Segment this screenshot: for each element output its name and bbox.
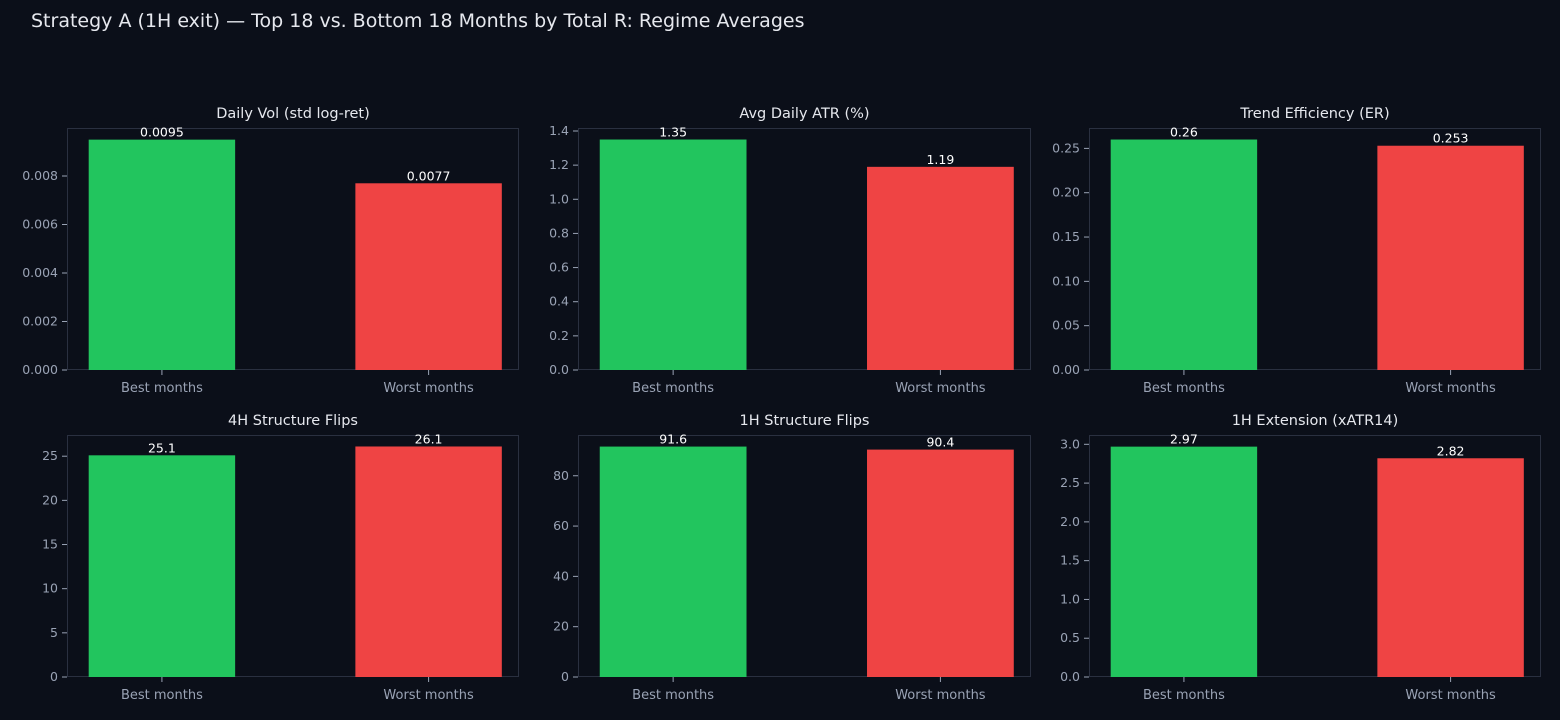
panel-title: 4H Structure Flips <box>228 413 358 429</box>
y-tick-label: 0.5 <box>1060 630 1080 645</box>
bar-worst-months <box>1377 458 1524 677</box>
plot-frame <box>67 128 519 370</box>
y-tick-label: 0.05 <box>1052 318 1080 333</box>
plot-frame <box>1089 128 1541 370</box>
bar-value-label: 1.19 <box>926 152 954 167</box>
plot-frame <box>1089 435 1541 677</box>
y-tick-label: 1.5 <box>1060 553 1080 568</box>
y-tick-label: 0.004 <box>22 265 58 280</box>
y-tick-label: 10 <box>42 581 58 596</box>
chart-panel-4: 4H Structure Flips 0 5 10 15 20 25 25.1 Best mon… <box>42 413 519 703</box>
panel-title: Daily Vol (std log-ret) <box>216 106 370 122</box>
y-tick-label: 20 <box>42 492 58 507</box>
y-tick-label: 2.5 <box>1060 475 1080 490</box>
y-tick-label: 15 <box>42 537 58 552</box>
y-tick-label: 2.0 <box>1060 514 1080 529</box>
bar-best-months <box>88 455 236 677</box>
bar-value-label: 0.26 <box>1170 125 1198 140</box>
y-tick-label: 0 <box>50 669 58 684</box>
bar-best-months <box>599 446 747 677</box>
y-tick-label: 0.10 <box>1052 273 1080 288</box>
plot-frame <box>578 128 1031 370</box>
x-tick-label: Worst months <box>1405 688 1496 703</box>
y-tick-label: 0.0 <box>1060 669 1080 684</box>
x-tick-label: Best months <box>632 381 714 396</box>
y-tick-label: 0.008 <box>22 168 58 183</box>
y-tick-label: 0.20 <box>1052 185 1080 200</box>
y-tick-label: 0.0 <box>549 362 569 377</box>
bar-best-months <box>1110 139 1258 370</box>
y-tick-label: 0.00 <box>1052 362 1080 377</box>
y-tick-label: 3.0 <box>1060 436 1080 451</box>
y-tick-label: 0 <box>561 669 569 684</box>
bar-value-label: 2.97 <box>1170 432 1198 447</box>
panel-title: Trend Efficiency (ER) <box>1239 106 1389 122</box>
y-tick-label: 0.25 <box>1052 140 1080 155</box>
bar-worst-months <box>1377 145 1524 370</box>
y-tick-label: 60 <box>553 518 569 533</box>
bar-value-label: 91.6 <box>659 432 687 447</box>
y-tick-label: 20 <box>553 619 569 634</box>
x-tick-label: Worst months <box>383 688 474 703</box>
bar-worst-months <box>867 166 1014 370</box>
y-tick-label: 0.002 <box>22 314 58 329</box>
plot-frame <box>578 435 1031 677</box>
x-tick-label: Worst months <box>895 688 986 703</box>
y-tick-label: 0.006 <box>22 217 58 232</box>
y-tick-label: 0.000 <box>22 362 58 377</box>
y-tick-label: 0.15 <box>1052 229 1080 244</box>
y-tick-label: 0.6 <box>549 260 569 275</box>
x-tick-label: Best months <box>121 688 203 703</box>
y-tick-label: 1.2 <box>549 157 569 172</box>
bar-best-months <box>88 139 236 370</box>
x-tick-label: Best months <box>1143 381 1225 396</box>
bar-value-label: 0.0095 <box>140 125 184 140</box>
panel-title: 1H Structure Flips <box>740 413 870 429</box>
y-tick-label: 0.2 <box>549 328 569 343</box>
chart-panel-1: Daily Vol (std log-ret) 0.000 0.002 0.004 0.… <box>22 106 519 396</box>
x-tick-label: Best months <box>632 688 714 703</box>
x-tick-label: Worst months <box>1405 381 1496 396</box>
chart-panel-2: Avg Daily ATR (%) 0.0 0.2 0.4 0.6 0.8 1.0 1.2 1.… <box>549 106 1031 396</box>
panel-title: 1H Extension (xATR14) <box>1232 413 1399 429</box>
bar-best-months <box>1110 446 1258 677</box>
bar-best-months <box>599 139 747 370</box>
y-tick-label: 25 <box>42 448 58 463</box>
bar-worst-months <box>867 449 1014 677</box>
figure-title: Strategy A (1H exit) — Top 18 vs. Bottom… <box>31 10 805 32</box>
bar-value-label: 0.253 <box>1433 131 1469 146</box>
chart-panel-6: 1H Extension (xATR14) 0.0 0.5 1.0 1.5 2.0 2.5 3… <box>1060 413 1541 703</box>
y-tick-label: 0.8 <box>549 225 569 240</box>
plot-frame <box>67 435 519 677</box>
bar-value-label: 25.1 <box>148 440 176 455</box>
chart-panel-3: Trend Efficiency (ER) 0.00 0.05 0.10 0.15 0.2… <box>1052 106 1541 396</box>
x-tick-label: Worst months <box>383 381 474 396</box>
y-tick-label: 40 <box>553 568 569 583</box>
x-tick-label: Best months <box>121 381 203 396</box>
bar-value-label: 90.4 <box>926 435 954 450</box>
bar-value-label: 1.35 <box>659 125 687 140</box>
y-tick-label: 1.4 <box>549 123 569 138</box>
y-tick-label: 1.0 <box>549 191 569 206</box>
y-tick-label: 0.4 <box>549 294 569 309</box>
x-tick-label: Best months <box>1143 688 1225 703</box>
bar-worst-months <box>355 183 502 370</box>
y-tick-label: 80 <box>553 468 569 483</box>
x-tick-label: Worst months <box>895 381 986 396</box>
bar-worst-months <box>355 446 502 677</box>
y-tick-label: 5 <box>50 625 58 640</box>
chart-panel-5: 1H Structure Flips 0 20 40 60 80 91.6 Best mont… <box>553 413 1031 703</box>
panel-title: Avg Daily ATR (%) <box>739 106 869 122</box>
bar-value-label: 26.1 <box>415 431 443 446</box>
bar-value-label: 0.0077 <box>407 168 451 183</box>
bar-value-label: 2.82 <box>1437 443 1465 458</box>
y-tick-label: 1.0 <box>1060 591 1080 606</box>
